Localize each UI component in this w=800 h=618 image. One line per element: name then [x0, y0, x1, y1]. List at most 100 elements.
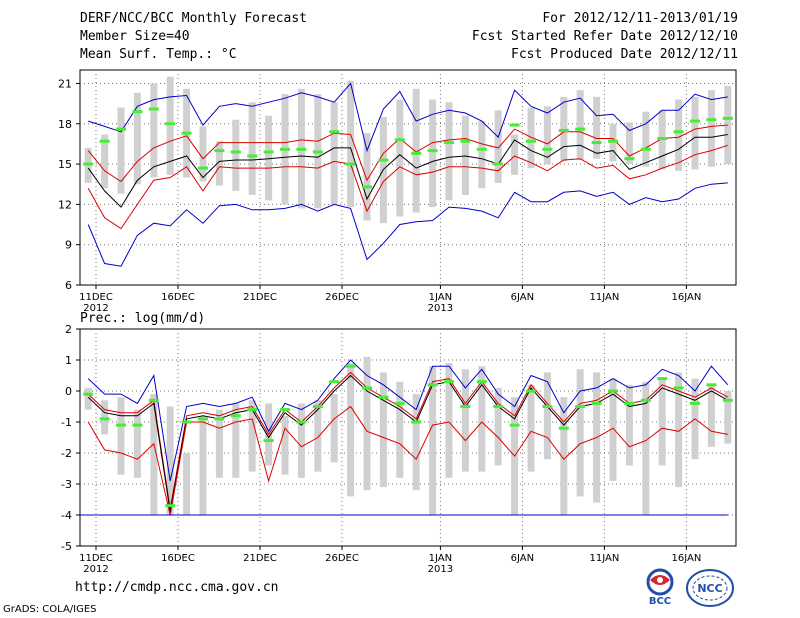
- chart1-median-marker-25: [493, 162, 504, 166]
- chart1-xtick-sublabel-0: 2012: [83, 303, 108, 314]
- chart1-median-marker-14: [312, 150, 323, 154]
- chart1-median-marker-22: [444, 141, 454, 145]
- chart1-range-box-3: [133, 92, 141, 185]
- chart1-median-marker-32: [608, 139, 618, 143]
- chart1-ytick-label-0: 6: [65, 279, 72, 292]
- chart2-plot-frame: [79, 328, 737, 547]
- chart2-xtick-label-3: 26DEC: [325, 553, 359, 564]
- chart1-median-marker-15: [329, 130, 340, 134]
- chart1-median-marker-19: [394, 138, 405, 142]
- chart2-median-marker-13: [296, 420, 307, 424]
- chart2-median-marker-14: [312, 405, 323, 408]
- chart1-median-marker-37: [690, 119, 700, 123]
- chart2-xtick-label-5: 6JAN: [511, 553, 534, 564]
- chart1-range-box-11: [265, 115, 273, 201]
- chart2-median-marker-17: [362, 386, 372, 390]
- start-date: Fcst Started Refer Date 2012/12/10: [471, 29, 738, 44]
- chart2-range-box-14: [314, 400, 322, 472]
- chart2-range-box-38: [707, 384, 715, 447]
- chart1-median-marker-6: [181, 131, 192, 135]
- chart1-median-marker-3: [132, 110, 143, 114]
- chart2-median-marker-26: [509, 423, 520, 427]
- chart1-range-box-15: [330, 102, 338, 205]
- chart2-range-box-36: [675, 372, 683, 488]
- bcc-logo: BCC: [646, 568, 674, 606]
- chart2-range-box-29: [560, 397, 568, 515]
- chart2-median-marker-19: [394, 401, 405, 405]
- chart1-median-marker-20: [411, 151, 422, 155]
- chart1-median-marker-27: [526, 139, 536, 143]
- chart2-range-box-0: [84, 387, 92, 410]
- chart1-median-marker-17: [362, 185, 372, 189]
- chart1-series-mean-line: [87, 134, 728, 208]
- chart1-range-box-26: [511, 134, 519, 175]
- chart1-xtick-label-4: 1JAN: [429, 292, 452, 303]
- chart2-range-box-5: [166, 406, 174, 515]
- chart1-median-marker-28: [542, 147, 553, 151]
- chart2-subplot-title: Prec.: log(mm/d): [80, 311, 205, 326]
- chart1-range-box-8: [215, 141, 223, 186]
- footer-url[interactable]: http://cmdp.ncc.cma.gov.cn: [75, 580, 279, 595]
- chart1-median-marker-13: [296, 147, 307, 151]
- chart2-xtick-label-0: 11DEC: [79, 553, 113, 564]
- chart2-range-box-15: [330, 394, 338, 463]
- chart1-range-box-34: [642, 111, 650, 167]
- chart2-range-box-39: [724, 391, 732, 444]
- chart1-median-marker-30: [575, 127, 586, 131]
- chart1-range-box-1: [101, 134, 109, 189]
- chart2-median-marker-24: [476, 380, 487, 384]
- chart1-median-marker-24: [476, 147, 487, 151]
- chart2-median-marker-2: [116, 423, 126, 427]
- chart2-median-marker-16: [345, 364, 356, 368]
- chart2-range-box-33: [625, 384, 633, 466]
- chart2-median-marker-12: [280, 408, 290, 412]
- chart2-median-marker-27: [526, 389, 536, 393]
- chart1-median-marker-29: [558, 128, 569, 132]
- chart2-median-marker-23: [460, 405, 471, 408]
- chart2-ytick-label-4: -1: [61, 416, 72, 429]
- chart1-median-marker-18: [378, 158, 389, 162]
- chart1-series-max-line: [88, 82, 728, 153]
- chart2-median-marker-1: [99, 417, 110, 421]
- chart2-ytick-label-1: -4: [61, 509, 72, 522]
- chart1-range-box-9: [232, 119, 240, 191]
- chart2-series-meansd-line: [87, 405, 728, 516]
- chart2-range-box-18: [379, 372, 387, 488]
- chart2-range-box-9: [232, 403, 240, 478]
- chart2-range-box-19: [396, 381, 404, 478]
- chart2-median-marker-10: [247, 408, 258, 412]
- produced-date: Fcst Produced Date 2012/12/11: [511, 47, 738, 62]
- chart2-range-box-10: [248, 400, 256, 472]
- chart2-xtick-label-6: 11JAN: [589, 553, 619, 564]
- chart2-median-marker-29: [558, 426, 569, 430]
- chart2-range-box-23: [461, 369, 469, 472]
- chart1-xtick-label-0: 11DEC: [79, 292, 113, 303]
- chart2-range-box-21: [429, 366, 437, 515]
- variable-label: Mean Surf. Temp.: °C: [80, 47, 237, 62]
- chart1-xtick-label-2: 21DEC: [243, 292, 277, 303]
- chart2-median-marker-15: [329, 380, 340, 384]
- chart1-median-marker-7: [198, 166, 208, 170]
- chart2-median-marker-8: [214, 417, 225, 421]
- chart1-median-marker-38: [706, 118, 717, 122]
- chart1-median-marker-21: [427, 149, 438, 153]
- chart2-range-box-16: [347, 363, 355, 497]
- chart2-range-box-30: [576, 369, 584, 497]
- chart1-range-box-24: [478, 121, 486, 189]
- chart2-range-box-22: [445, 363, 453, 478]
- chart1-median-marker-23: [460, 139, 471, 143]
- chart2-range-box-35: [658, 378, 666, 466]
- chart2-median-marker-11: [263, 439, 274, 443]
- ncc-logo: NCC: [686, 569, 734, 607]
- chart1-median-marker-0: [83, 162, 94, 166]
- chart2-range-box-3: [133, 409, 141, 478]
- chart1-median-marker-9: [230, 150, 241, 154]
- chart2-median-marker-39: [722, 398, 733, 402]
- chart2-median-marker-5: [165, 504, 176, 508]
- chart2-range-box-25: [494, 387, 502, 466]
- chart2-xtick-sublabel-0: 2012: [83, 564, 108, 575]
- chart1-median-marker-33: [624, 157, 635, 161]
- chart2-median-marker-36: [673, 386, 684, 390]
- chart2-median-marker-20: [411, 420, 422, 424]
